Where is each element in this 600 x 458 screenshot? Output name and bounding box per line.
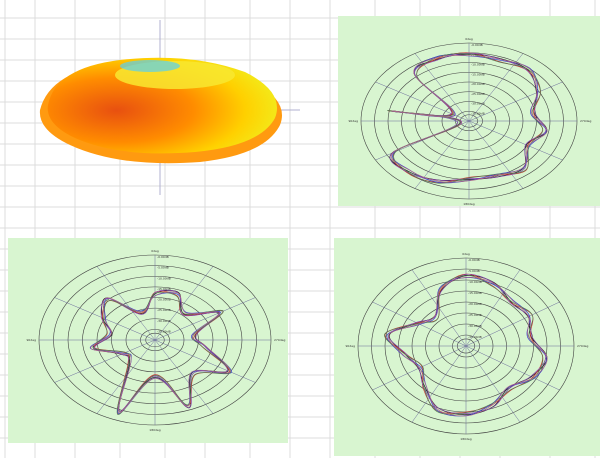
radiation-3d-plot bbox=[0, 0, 330, 200]
angle-tick-labels: 0deg 90deg 270deg 180deg bbox=[349, 37, 592, 206]
radial-tick-label: -20.00dB bbox=[471, 82, 485, 86]
polar-spoke bbox=[465, 269, 521, 347]
radial-tick-label: -20.00dB bbox=[468, 302, 482, 306]
pattern-trace bbox=[92, 291, 232, 415]
angle-tick-label: 90deg bbox=[346, 344, 356, 348]
radial-tick-label: -25.00dB bbox=[471, 92, 485, 96]
radial-tick-label: -30.00dB bbox=[471, 102, 485, 106]
radial-tick-labels: -0.00dB -5.00dB -10.00dB -15.00dB -20.00dB -2… bbox=[468, 258, 482, 339]
pattern-traces bbox=[387, 52, 548, 184]
pattern-trace bbox=[94, 289, 228, 412]
radial-tick-label: -35.00dB bbox=[471, 111, 485, 115]
polar-background bbox=[8, 238, 288, 443]
polar-chart-bottom-left: -0.00dB -5.00dB -10.00dB -15.00dB -20.00dB -2… bbox=[8, 238, 288, 443]
pattern-trace bbox=[388, 273, 547, 414]
radial-tick-label: -35.00dB bbox=[468, 335, 482, 339]
angle-tick-label: 270deg bbox=[580, 119, 591, 123]
pattern-trace bbox=[384, 274, 544, 415]
radial-tick-label: -15.00dB bbox=[471, 72, 485, 76]
radial-tick-label: -10.00dB bbox=[468, 280, 482, 284]
polar-spoke bbox=[96, 266, 156, 341]
radial-tick-label: -25.00dB bbox=[468, 313, 482, 317]
pattern-trace bbox=[391, 54, 548, 183]
radial-tick-label: -0.00dB bbox=[471, 43, 483, 47]
polar-spoke bbox=[372, 345, 467, 391]
polar-spoke bbox=[465, 345, 521, 423]
radial-tick-label: -15.00dB bbox=[157, 287, 171, 291]
radial-tick-label: -0.00dB bbox=[468, 258, 480, 262]
angle-tick-labels: 0deg 90deg 270deg 180deg bbox=[27, 249, 286, 432]
radial-tick-label: -30.00dB bbox=[468, 324, 482, 328]
angle-tick-labels: 0deg 90deg 270deg 180deg bbox=[346, 252, 589, 441]
pattern-3d-top-hot bbox=[120, 60, 180, 72]
polar-chart-top-right: -0.00dB -5.00dB -10.00dB -15.00dB -20.00dB -2… bbox=[338, 16, 600, 206]
polar-spoke bbox=[468, 81, 563, 122]
radial-tick-label: -10.00dB bbox=[157, 276, 171, 280]
polar-spoke bbox=[154, 297, 256, 341]
polar-spoke bbox=[54, 339, 156, 383]
polar-spoke bbox=[468, 120, 524, 189]
angle-tick-label: 180deg bbox=[463, 202, 474, 206]
angle-tick-label: 270deg bbox=[274, 338, 285, 342]
polar-spoke bbox=[465, 301, 560, 347]
angle-tick-label: 90deg bbox=[27, 338, 37, 342]
angle-tick-label: 270deg bbox=[577, 344, 588, 348]
angle-tick-label: 180deg bbox=[460, 437, 471, 441]
radial-tick-label: -25.00dB bbox=[157, 308, 171, 312]
radial-tick-label: -5.00dB bbox=[157, 266, 169, 270]
polar-spoke bbox=[411, 345, 467, 423]
angle-tick-label: 0deg bbox=[151, 249, 159, 253]
polar-spoke bbox=[465, 345, 560, 391]
pattern-trace bbox=[387, 276, 548, 417]
radial-tick-label: -10.00dB bbox=[471, 63, 485, 67]
radial-tick-label: -0.00dB bbox=[157, 255, 169, 259]
polar-spokes bbox=[39, 255, 271, 425]
radial-tick-label: -5.00dB bbox=[468, 269, 480, 273]
angle-tick-label: 90deg bbox=[349, 119, 359, 123]
angle-tick-label: 0deg bbox=[462, 252, 470, 256]
polar-spoke bbox=[154, 339, 256, 383]
angle-tick-label: 180deg bbox=[149, 428, 160, 432]
pattern-traces bbox=[384, 273, 548, 417]
polar-spoke bbox=[154, 266, 214, 341]
radial-tick-label: -30.00dB bbox=[157, 319, 171, 323]
polar-chart-bottom-right: -0.00dB -5.00dB -10.00dB -15.00dB -20.00dB -2… bbox=[334, 238, 600, 456]
polar-spoke bbox=[468, 120, 563, 161]
pattern-trace bbox=[387, 53, 544, 184]
pattern-trace bbox=[90, 291, 231, 413]
radial-tick-labels: -0.00dB -5.00dB -10.00dB -15.00dB -20.00dB -2… bbox=[157, 255, 171, 333]
polar-spoke bbox=[154, 339, 214, 414]
radial-tick-label: -20.00dB bbox=[157, 298, 171, 302]
pattern-traces bbox=[90, 289, 232, 415]
radial-tick-label: -15.00dB bbox=[468, 291, 482, 295]
angle-tick-label: 0deg bbox=[465, 37, 473, 41]
radial-tick-label: -35.00dB bbox=[157, 329, 171, 333]
